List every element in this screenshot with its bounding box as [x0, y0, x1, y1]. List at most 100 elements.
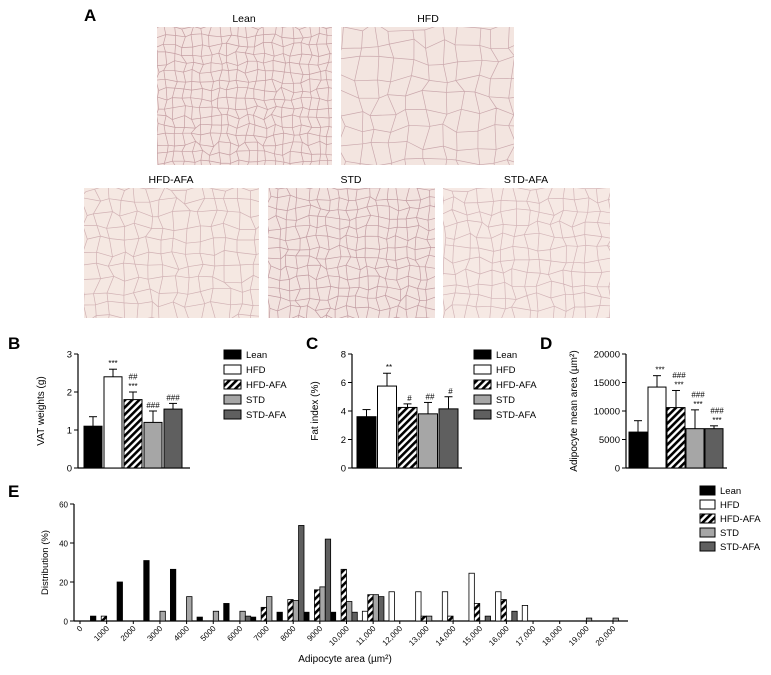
- micrograph-hfd-afa: HFD-AFA: [84, 174, 259, 318]
- significance-label: ###: [146, 401, 160, 410]
- x-axis-label: Adipocyte area (µm²): [298, 654, 392, 665]
- x-tick-label: 1000: [92, 624, 111, 643]
- x-tick-label: 9000: [305, 624, 324, 643]
- legend-swatch-hfd: [473, 364, 492, 375]
- bar-std: [418, 413, 438, 469]
- significance-label: #: [407, 394, 412, 403]
- y-axis-label: VAT weights (g): [36, 376, 47, 445]
- micrograph-label: STD: [341, 174, 362, 186]
- bar-std-8000: [292, 600, 300, 622]
- micrograph-panel: Lean HFD HFD-AFA STD STD-AFA: [84, 13, 610, 318]
- bar-std-19-000: [585, 617, 593, 622]
- bar-hfd-afa: [666, 407, 686, 469]
- significance-label: **: [386, 363, 392, 372]
- bar-std-afa-15-000: [484, 615, 491, 622]
- bar-hfd-afa-16-000: [500, 599, 507, 622]
- y-axis-label: Adipocyte mean area (µm²): [569, 350, 580, 471]
- x-tick-label: 2000: [119, 624, 138, 643]
- y-tick-label: 2: [341, 435, 346, 446]
- legend-swatch-hfd: [223, 364, 242, 375]
- bar-hfd-afa-14-000: [447, 615, 454, 622]
- micrograph-image: [84, 188, 259, 318]
- panel-label-b: B: [8, 334, 20, 353]
- bar-hfd: [103, 376, 123, 469]
- x-tick-label: 14,000: [434, 624, 458, 648]
- bar-hfd-15-000: [468, 572, 475, 622]
- x-tick-label: 4000: [172, 624, 191, 643]
- bar-std-10-000: [346, 601, 353, 622]
- legend-swatch-hfd-afa: [699, 513, 716, 524]
- bar-lean-4000: [169, 568, 177, 622]
- cell-membrane-mesh: [443, 188, 610, 318]
- bar-lean: [356, 416, 377, 469]
- bar-lean-1000: [90, 615, 97, 622]
- x-tick-label: 6000: [225, 624, 244, 643]
- x-tick-label: 18,000: [540, 624, 564, 648]
- y-tick-label: 0: [67, 464, 72, 475]
- bar-std-afa: [438, 408, 459, 469]
- cell-membrane-mesh: [157, 27, 332, 165]
- x-tick-label: 8000: [279, 624, 298, 643]
- legend-label-std: STD: [496, 395, 515, 406]
- legend-label-hfd: HFD: [720, 500, 740, 511]
- bar-lean-3000: [143, 560, 150, 622]
- cell-membrane-mesh: [84, 188, 259, 318]
- micrograph-lean: Lean: [157, 13, 332, 165]
- bar-lean: [628, 431, 648, 469]
- micrograph-hfd: HFD: [341, 13, 514, 165]
- bar-hfd-11-000: [361, 610, 369, 622]
- significance-label: ###: [166, 393, 180, 402]
- bar-hfd-afa-7000: [260, 606, 267, 622]
- x-tick-label: 17,000: [514, 624, 538, 648]
- y-axis-label: Fat index (%): [310, 381, 321, 440]
- bar-hfd-afa: [123, 399, 143, 469]
- significance-label: #: [448, 387, 453, 396]
- x-tick-label: 5000: [199, 624, 218, 643]
- bar-lean-7000: [249, 616, 257, 622]
- x-tick-label: 16,000: [487, 624, 511, 648]
- bar-std: [143, 421, 163, 469]
- y-tick-label: 4: [341, 407, 346, 418]
- x-tick-label: 13,000: [407, 624, 431, 648]
- legend-label-hfd: HFD: [246, 365, 266, 376]
- bar-lean: [83, 425, 103, 469]
- legend-swatch-lean: [473, 349, 492, 360]
- legend-label-std-afa: STD-AFA: [720, 542, 761, 553]
- y-tick-label: 3: [67, 350, 72, 361]
- panel-label-e: E: [8, 482, 19, 501]
- x-tick-label: 3000: [145, 624, 164, 643]
- y-tick-label: 10000: [594, 407, 620, 418]
- panel-label-d: D: [540, 334, 552, 353]
- y-tick-label: 8: [341, 350, 346, 361]
- y-tick-label: 0: [64, 618, 69, 627]
- y-tick-label: 0: [615, 464, 620, 475]
- legend-swatch-lean: [223, 349, 242, 360]
- legend-label-std: STD: [720, 528, 739, 539]
- x-tick-label: 10,000: [327, 624, 351, 648]
- bar-std-afa-11-000: [378, 596, 385, 622]
- bar-hfd-afa-8000: [287, 599, 294, 622]
- bar-std-afa: [704, 428, 724, 469]
- legend-swatch-hfd-afa: [223, 379, 242, 390]
- significance-label: ##: [426, 392, 435, 401]
- legend-label-std-afa: STD-AFA: [246, 410, 287, 421]
- legend-swatch-std-afa: [473, 409, 492, 420]
- bar-std-7000: [266, 596, 273, 622]
- bar-std-13-000: [426, 615, 433, 622]
- y-tick-label: 60: [59, 501, 68, 510]
- micrograph-image: [341, 27, 514, 165]
- bar-hfd-afa: [397, 406, 418, 469]
- bar-std-afa: [163, 408, 183, 469]
- significance-label: ##: [129, 373, 138, 382]
- bar-hfd: [377, 385, 397, 469]
- bar-std-9000: [319, 586, 326, 622]
- legend-swatch-std-afa: [699, 541, 716, 552]
- significance-label: ***: [128, 382, 137, 391]
- y-tick-label: 1: [67, 426, 72, 437]
- legend-label-std-afa: STD-AFA: [496, 410, 537, 421]
- bar-hfd-16-000: [495, 591, 502, 622]
- micrograph-label: HFD: [417, 13, 439, 25]
- x-tick-label: 15,000: [460, 624, 484, 648]
- significance-label: ###: [672, 371, 686, 380]
- bar-std-afa-16-000: [511, 610, 518, 622]
